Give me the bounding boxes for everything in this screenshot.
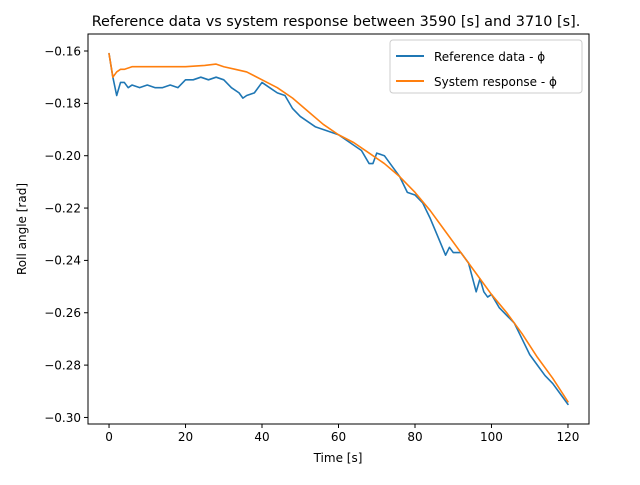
y-tick-label: −0.20 [44, 149, 81, 163]
legend: Reference data - ϕ System response - ϕ [389, 39, 583, 94]
x-tick-label: 100 [480, 430, 503, 444]
x-tick-label: 40 [254, 430, 269, 444]
x-axis-label: Time [s] [313, 451, 363, 465]
plot-lines [108, 52, 569, 406]
chart-title: Reference data vs system response betwee… [92, 14, 581, 30]
y-tick-label: −0.26 [44, 306, 81, 320]
legend-system-label: System response - ϕ [434, 75, 557, 89]
y-tick-label: −0.22 [44, 201, 81, 215]
x-tick-label: 0 [105, 430, 113, 444]
x-tick-label: 60 [331, 430, 346, 444]
y-tick-label: −0.28 [44, 358, 81, 372]
legend-reference-label: Reference data - ϕ [434, 50, 545, 64]
y-axis-label: Roll angle [rad] [15, 183, 29, 275]
y-tick-label: −0.30 [44, 411, 81, 425]
series-line-system [108, 52, 569, 403]
y-tick-label: −0.16 [44, 44, 81, 58]
y-tick-label: −0.24 [44, 254, 81, 268]
x-tick-label: 20 [178, 430, 193, 444]
x-axis: 0 20 40 60 80 100 120 [105, 424, 579, 444]
x-tick-label: 120 [557, 430, 580, 444]
x-tick-label: 80 [407, 430, 422, 444]
legend-box [389, 39, 583, 94]
y-tick-label: −0.18 [44, 97, 81, 111]
y-axis: −0.30 −0.28 −0.26 −0.24 −0.22 −0.20 −0.18 −0.16 [44, 44, 88, 425]
